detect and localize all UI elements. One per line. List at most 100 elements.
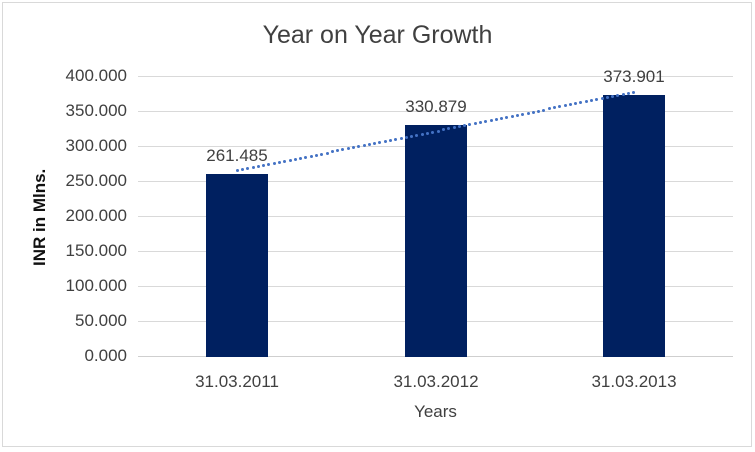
trendline-dot: [574, 102, 578, 106]
bar: [405, 125, 467, 357]
x-tick-label: 31.03.2012: [393, 372, 479, 391]
trendline-dot: [251, 166, 255, 170]
trendline-dot: [521, 112, 525, 116]
y-tick-label: 250.000: [65, 171, 127, 190]
trendline-dot: [563, 104, 567, 108]
trendline-dot: [315, 153, 318, 157]
trendline-dot: [584, 100, 588, 104]
data-label: 330.879: [405, 97, 467, 116]
trendline-dot: [441, 128, 445, 132]
trendline-dot: [494, 117, 498, 121]
trendline-dot: [277, 160, 281, 164]
trendline-dot: [378, 141, 382, 145]
trendline-dot: [553, 106, 556, 110]
trendline-dot: [542, 108, 546, 112]
trendline-dot: [383, 140, 387, 143]
x-axis-title: Years: [414, 402, 457, 421]
trendline-dot: [320, 152, 324, 156]
trendline-dot: [510, 114, 514, 118]
trendline-dot: [463, 124, 467, 128]
trendline-dot: [457, 125, 461, 129]
trendline-dot: [600, 96, 604, 100]
trendline-dot: [404, 135, 408, 139]
trendline-dot: [330, 150, 334, 154]
trendline-dot: [362, 144, 366, 148]
plot-area: 261.485 330.879 373.901: [138, 67, 733, 357]
trendline-dot: [611, 94, 615, 98]
chart-title: Year on Year Growth: [262, 21, 493, 49]
trendline-dot: [632, 90, 636, 94]
trendline-dot: [605, 95, 609, 99]
trendline-dot: [389, 138, 393, 142]
trendline-dot: [436, 129, 440, 133]
trendline-dot: [595, 98, 599, 102]
trendline-dot: [621, 92, 625, 96]
trendline-dot: [288, 158, 292, 162]
trendline-dot: [558, 105, 562, 109]
trendline-dot: [568, 103, 572, 107]
trendline-dot: [484, 120, 488, 124]
gridline: [138, 76, 733, 77]
trendline-dot: [246, 167, 250, 171]
trendline-dot: [452, 126, 456, 130]
trendline-dot: [410, 134, 414, 138]
trendline-dot: [373, 142, 377, 146]
trendline-dot: [447, 127, 451, 131]
trendline-dot: [531, 110, 535, 114]
trendline-dot: [256, 165, 260, 169]
trendline-dot: [489, 119, 493, 123]
trendline-dot: [399, 136, 403, 140]
trendline-dot: [293, 157, 297, 161]
trendline-dot: [627, 91, 631, 95]
trendline-dot: [394, 137, 398, 141]
y-tick-label: 100.000: [65, 276, 127, 295]
trendline-dot: [547, 107, 551, 111]
trendline-dot: [341, 148, 345, 152]
trendline-dot: [240, 168, 244, 172]
trendline-dot: [272, 162, 276, 166]
trendline-dot: [526, 111, 530, 115]
trendline-dot: [537, 109, 541, 113]
y-tick-label: 150.000: [65, 241, 127, 260]
trendline-dot: [590, 99, 594, 103]
trendline-dot: [235, 169, 239, 173]
trendline-dot: [283, 159, 287, 163]
trendline-dot: [420, 132, 424, 136]
data-label: 261.485: [206, 146, 268, 165]
trendline-dot: [505, 115, 509, 119]
trendline-dot: [478, 121, 482, 125]
trendline-dot: [309, 154, 313, 158]
y-tick-label: 0.000: [84, 346, 127, 365]
trendline-dot: [426, 131, 430, 135]
trendline-dot: [468, 123, 472, 127]
gridline: [138, 111, 733, 112]
bar: [206, 174, 268, 357]
trendline-dot: [304, 155, 308, 159]
trendline-dot: [515, 113, 519, 117]
trendline-dot: [262, 164, 266, 168]
trendline-dot: [473, 122, 477, 126]
trendline-dot: [352, 146, 356, 150]
y-tick-label: 50.000: [75, 311, 127, 330]
bar: [603, 95, 665, 357]
trendline-dot: [336, 149, 340, 153]
y-tick-label: 350.000: [65, 101, 127, 120]
y-tick-label: 300.000: [65, 136, 127, 155]
y-tick-label: 400.000: [65, 66, 127, 85]
trendline-dot: [357, 145, 361, 149]
x-tick-label: 31.03.2011: [195, 372, 279, 391]
trendline-dot: [500, 116, 504, 120]
trendline-dot: [616, 93, 620, 97]
trendline-dot: [431, 130, 435, 134]
trendline-dot: [325, 151, 329, 155]
trendline-dot: [346, 147, 350, 151]
data-label: 373.901: [603, 67, 665, 86]
y-tick-label: 200.000: [65, 206, 127, 225]
trendline-dot: [367, 143, 371, 147]
x-tick-label: 31.03.2013: [591, 372, 677, 391]
trendline-dot: [415, 133, 419, 137]
trendline-dot: [299, 156, 303, 160]
trendline-dot: [267, 163, 271, 167]
trendline-dot: [579, 101, 583, 105]
